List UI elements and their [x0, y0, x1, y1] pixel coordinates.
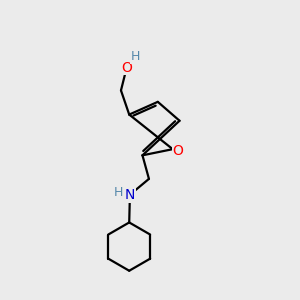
Text: O: O [121, 61, 132, 75]
Text: O: O [172, 144, 184, 158]
Text: H: H [114, 186, 123, 199]
Text: N: N [124, 188, 135, 202]
Text: H: H [130, 50, 140, 63]
